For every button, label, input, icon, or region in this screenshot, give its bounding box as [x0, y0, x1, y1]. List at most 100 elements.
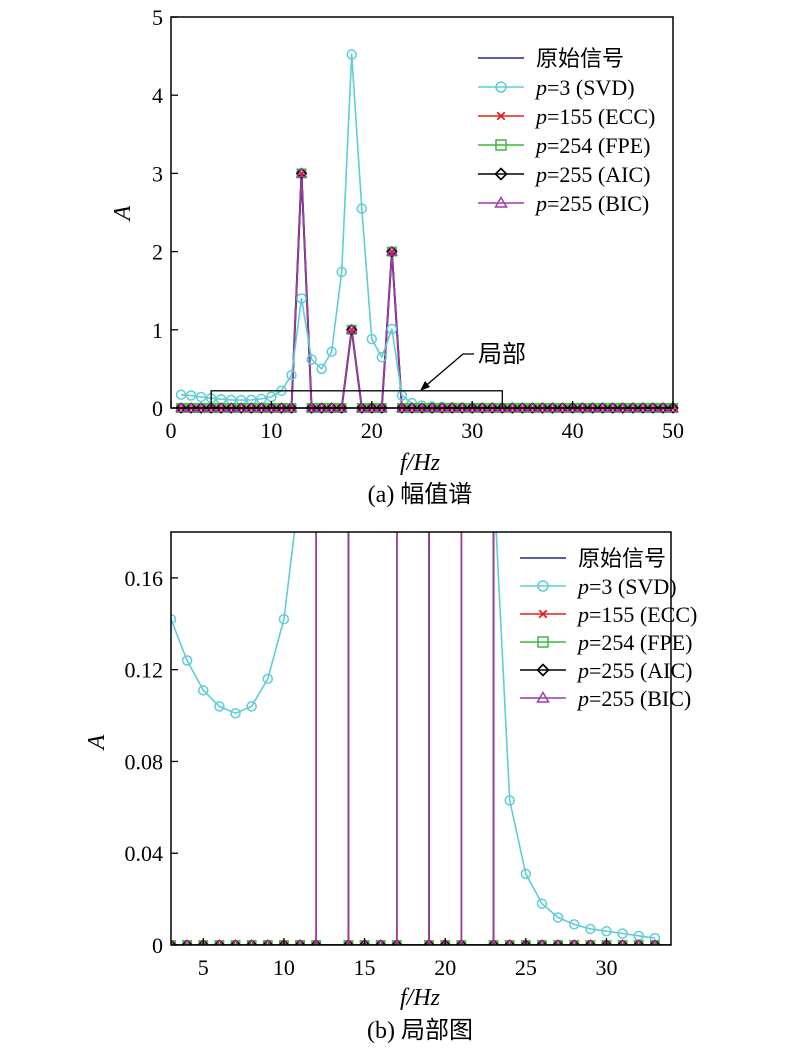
- panel-a-annotation-arrowhead: [420, 381, 430, 391]
- svd-marker: [195, 391, 207, 403]
- y-tick-label: 1: [152, 318, 163, 343]
- panel-a-annotation-leader: [421, 353, 464, 390]
- panel-b-local-view: 5 10 15 20 25 30 0 0.04 0.08 0.12 0.16 原始信号 p=3 (SV…: [84, 531, 697, 1044]
- legend-label: p=255 (AIC): [534, 162, 650, 187]
- aic-marker: [657, 402, 669, 414]
- y-tick-label: 3: [152, 161, 163, 186]
- svd-marker: [649, 932, 661, 944]
- aic-marker: [616, 939, 629, 945]
- aic-marker: [195, 402, 207, 414]
- aic-marker: [586, 402, 599, 414]
- aic-marker: [584, 939, 597, 945]
- svd-marker: [198, 685, 209, 696]
- svd-marker: [175, 389, 187, 400]
- x-tick-label: 5: [198, 955, 209, 980]
- legend-label: p=254 (FPE): [576, 630, 692, 655]
- y-tick-label: 0.04: [125, 841, 164, 866]
- y-tick-label: 0: [152, 933, 163, 958]
- svd-marker: [617, 928, 628, 939]
- x-tick-label: 25: [515, 955, 537, 980]
- ecc-marker: [496, 111, 506, 121]
- aic-marker: [617, 402, 629, 414]
- legend-item-bic: p=255 (BIC): [520, 686, 691, 711]
- svd-marker: [185, 390, 197, 401]
- aic-marker: [446, 402, 458, 414]
- aic-marker: [494, 167, 508, 181]
- aic-marker: [476, 402, 488, 414]
- panel-a-local-region-box: [210, 390, 503, 409]
- panel-a-amplitude-spectrum: 0 10 20 30 40 50 0 1 2 3 4 5 局部 原始信号 p=3 (SVD) p=155 …: [110, 5, 684, 508]
- aic-marker: [315, 402, 328, 414]
- aic-marker: [255, 402, 268, 414]
- aic-marker: [546, 402, 559, 414]
- svd-marker: [520, 868, 532, 880]
- x-tick-label: 30: [595, 955, 617, 980]
- panel-b-ylabel: A: [84, 734, 110, 751]
- x-tick-label: 15: [354, 955, 376, 980]
- aic-marker: [215, 402, 227, 414]
- panel-b-caption: (b) 局部图: [367, 1017, 473, 1044]
- legend-item-fpe: p=254 (FPE): [478, 133, 650, 158]
- aic-marker: [171, 939, 177, 945]
- svd-marker: [495, 81, 507, 93]
- svd-marker: [286, 369, 297, 381]
- aic-marker: [305, 402, 318, 414]
- aic-marker: [175, 402, 187, 414]
- aic-marker: [197, 939, 210, 945]
- svd-marker: [601, 925, 612, 937]
- x-tick-label: 50: [662, 418, 684, 443]
- aic-marker: [526, 402, 539, 414]
- svd-marker: [278, 613, 290, 625]
- aic-marker: [637, 402, 649, 414]
- svd-marker: [246, 701, 257, 712]
- svd-marker: [504, 795, 515, 806]
- fpe-marker: [537, 636, 549, 648]
- legend-label: p=155 (ECC): [534, 104, 655, 129]
- aic-marker: [376, 402, 388, 414]
- aic-marker: [556, 402, 569, 414]
- legend-item-ecc: p=155 (ECC): [520, 602, 697, 627]
- aic-marker: [627, 402, 639, 414]
- aic-marker: [396, 402, 408, 414]
- x-tick-label: 20: [434, 955, 456, 980]
- aic-marker: [566, 402, 579, 414]
- aic-marker: [310, 939, 322, 945]
- aic-marker: [596, 402, 609, 414]
- panel-a-annotation-label: 局部: [478, 341, 526, 368]
- legend-item-fpe: p=254 (FPE): [520, 630, 692, 655]
- aic-marker: [278, 939, 290, 945]
- aic-marker: [285, 402, 298, 414]
- aic-marker: [536, 402, 549, 414]
- bic-marker: [536, 691, 550, 703]
- panel-b-ticks: 5 10 15 20 25 30 0 0.04 0.08 0.12 0.16: [125, 566, 618, 980]
- svd-marker: [336, 266, 347, 278]
- legend-label: 原始信号: [536, 46, 624, 71]
- panel-b-axes-frame: [170, 531, 672, 946]
- y-tick-label: 0: [152, 396, 163, 421]
- legend-item-svd: p=3 (SVD): [520, 574, 677, 599]
- legend-item-ecc: p=155 (ECC): [478, 104, 655, 129]
- aic-marker: [358, 939, 371, 945]
- legend-label: p=155 (ECC): [576, 602, 697, 627]
- svd-marker: [376, 351, 388, 363]
- svd-marker: [537, 580, 549, 592]
- svd-marker: [356, 203, 368, 214]
- svd-marker: [262, 673, 274, 685]
- legend-label: 原始信号: [578, 546, 666, 571]
- aic-marker: [487, 939, 500, 945]
- aic-marker: [345, 324, 358, 336]
- aic-marker: [506, 402, 519, 414]
- aic-marker: [423, 939, 435, 945]
- legend-item-bic: p=255 (BIC): [478, 191, 649, 216]
- panel-a-ticks: 0 10 20 30 40 50 0 1 2 3 4 5: [152, 5, 684, 443]
- legend-label: p=255 (AIC): [576, 658, 692, 683]
- svd-marker: [552, 912, 564, 923]
- panel-a-annotation: 局部: [420, 341, 526, 391]
- svd-marker: [346, 49, 357, 60]
- legend-item-original: 原始信号: [520, 546, 666, 571]
- svd-marker: [230, 708, 241, 719]
- aic-marker: [265, 402, 278, 414]
- aic-marker: [325, 402, 338, 414]
- legend-item-aic: p=255 (AIC): [478, 162, 650, 187]
